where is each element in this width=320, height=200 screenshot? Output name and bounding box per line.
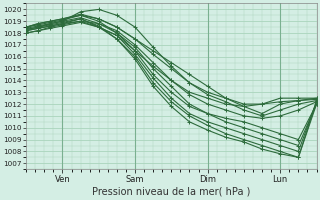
X-axis label: Pression niveau de la mer( hPa ): Pression niveau de la mer( hPa ) [92, 187, 251, 197]
